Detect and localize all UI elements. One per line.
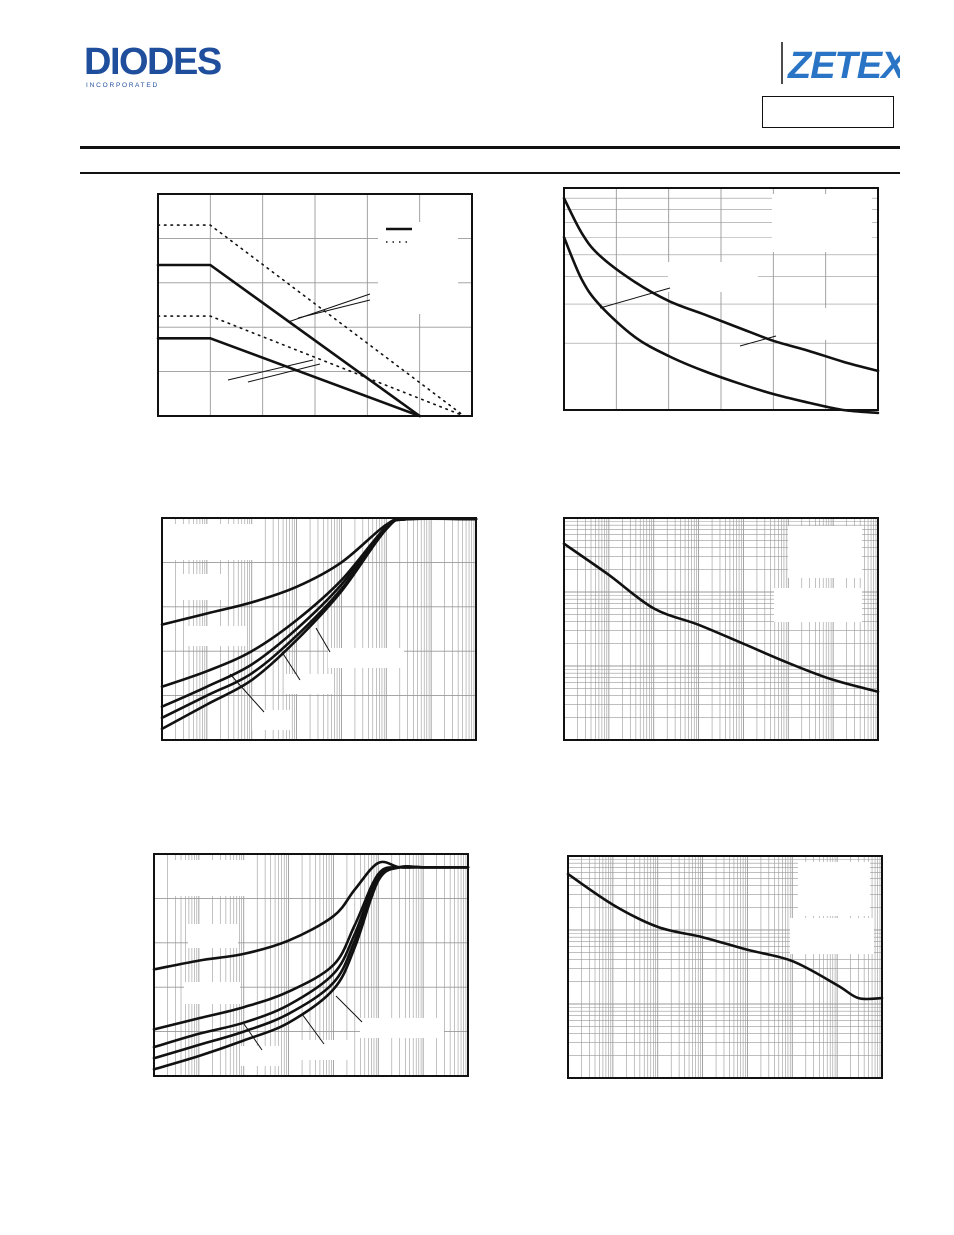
callout-leaders	[243, 995, 363, 1051]
transient-response-chart-a	[160, 517, 478, 741]
diodes-logo: DIODES I N C O R P O R A T E D	[84, 42, 222, 89]
label-box	[188, 626, 246, 646]
label-box	[790, 918, 874, 954]
series-line-5	[160, 517, 478, 731]
label-box	[184, 982, 240, 1004]
label-box	[774, 588, 862, 622]
plot-frame	[563, 517, 879, 741]
callout-leaders	[229, 627, 331, 713]
series-layer	[566, 872, 884, 1001]
series-line-1	[562, 542, 880, 693]
series-layer	[562, 196, 880, 415]
header-rule-bottom	[80, 172, 900, 174]
callout-leader	[297, 299, 371, 319]
label-box	[176, 574, 228, 600]
plot-frame	[161, 517, 477, 741]
series-layer	[160, 517, 478, 731]
label-box	[300, 1040, 350, 1060]
series-line-2	[562, 236, 880, 415]
series-layer	[156, 224, 465, 418]
callout-leader	[243, 1023, 263, 1051]
plot-frame	[563, 187, 879, 411]
label-box	[188, 924, 238, 948]
chart-grid	[564, 518, 878, 740]
plot-frame	[153, 853, 469, 1077]
diodes-logo-text: DIODES	[84, 42, 221, 83]
label-box	[328, 648, 404, 668]
legend-box	[378, 222, 458, 314]
series-line-1	[157, 224, 465, 417]
plot-frame	[157, 193, 473, 417]
callout-leader	[315, 627, 331, 653]
chart-grid	[568, 856, 882, 1078]
label-boxes	[170, 860, 444, 1066]
label-box	[284, 674, 334, 694]
label-box	[360, 1018, 444, 1038]
series-line-5	[152, 865, 470, 1071]
zetex-logo: ZETEX	[781, 42, 900, 86]
transient-response-chart-b	[152, 853, 470, 1077]
series-layer	[562, 542, 880, 693]
label-box	[668, 262, 758, 292]
zetex-logo-text: ZETEX	[787, 45, 900, 86]
label-box	[252, 710, 290, 730]
chart-legend	[378, 222, 458, 314]
callout-leader	[227, 359, 314, 381]
log-log-chart-b	[566, 855, 884, 1079]
series-line-3	[157, 315, 465, 417]
label-box	[172, 524, 258, 560]
label-box	[240, 1046, 280, 1066]
diodes-logo-subtext: I N C O R P O R A T E D	[86, 82, 157, 89]
callout-leader	[739, 335, 777, 347]
label-boxes	[668, 194, 872, 340]
callout-leader	[301, 1013, 325, 1045]
callout-leader	[335, 995, 363, 1023]
label-boxes	[790, 862, 874, 954]
derating-chart	[156, 193, 473, 418]
label-boxes	[774, 526, 862, 622]
callout-leader	[247, 363, 321, 383]
series-layer	[152, 860, 470, 1071]
callout-leader	[599, 287, 671, 309]
series-line-1	[562, 196, 880, 373]
header-rule-top	[80, 146, 900, 149]
series-line-2	[156, 263, 421, 418]
label-box	[170, 860, 256, 896]
part-number-box	[762, 96, 894, 128]
log-y-decay-chart	[562, 187, 880, 415]
callout-leaders	[227, 293, 371, 383]
callout-leader	[229, 673, 265, 713]
label-box	[774, 308, 870, 340]
plot-frame	[567, 855, 883, 1079]
log-log-chart-a	[562, 517, 880, 741]
label-box	[798, 862, 870, 916]
callout-leaders	[599, 287, 777, 347]
callout-leader	[281, 651, 301, 681]
label-boxes	[172, 524, 404, 730]
series-line-1	[566, 872, 884, 1001]
series-line-4	[156, 337, 421, 418]
label-box	[788, 526, 862, 578]
label-box	[772, 194, 872, 252]
